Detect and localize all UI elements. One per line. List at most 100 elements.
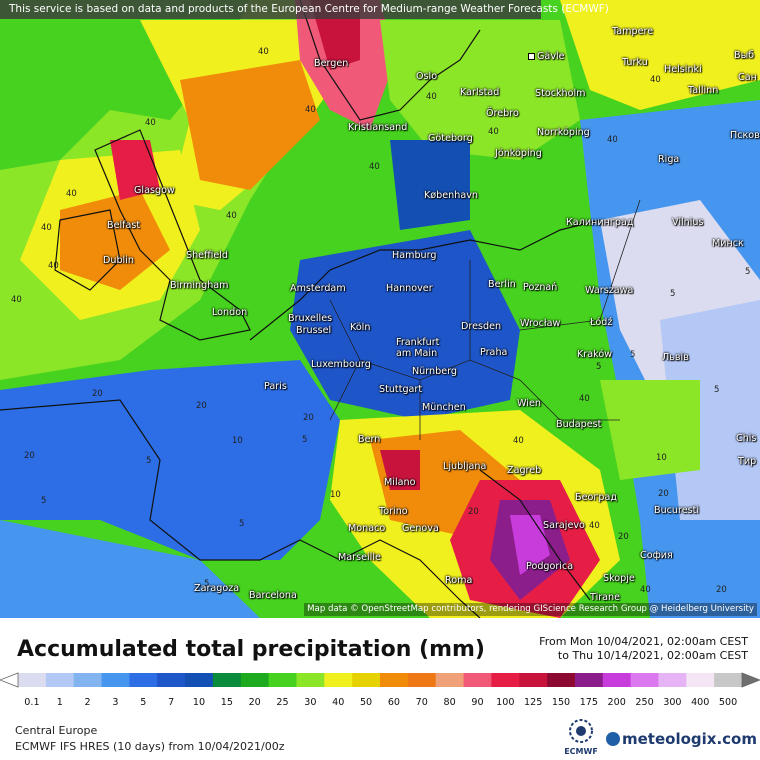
ecmwf-logo-text: ECMWF xyxy=(564,747,598,756)
coastline-italy xyxy=(339,539,481,618)
city-name: Београд xyxy=(575,492,617,503)
city-name: Jönköping xyxy=(495,148,542,159)
city-name: Kraków xyxy=(577,349,613,360)
city-name: Örebro xyxy=(486,108,519,119)
color-scale-label: 300 xyxy=(663,697,682,708)
scale-arrow-right-icon xyxy=(741,672,760,688)
city-name: Tallinn xyxy=(688,85,719,96)
city-name: Skopje xyxy=(603,573,635,584)
contour-label: 5 xyxy=(41,496,47,506)
color-scale-label: 250 xyxy=(635,697,654,708)
contour-label: 40 xyxy=(145,118,156,128)
city-name: Amsterdam xyxy=(290,283,346,294)
color-scale-cell xyxy=(45,673,75,687)
color-scale-label: 0.1 xyxy=(24,697,40,708)
precipitation-map[interactable]: This service is based on data and produc… xyxy=(0,0,760,618)
color-scale-label: 60 xyxy=(387,697,401,708)
city-name: Dublin xyxy=(103,255,134,266)
contour-label: 40 xyxy=(258,47,269,57)
city-name: Zagreb xyxy=(507,465,542,476)
color-scale-label: 90 xyxy=(471,697,484,708)
city-name: London xyxy=(212,307,248,318)
precip-area-denmark xyxy=(390,140,470,230)
country-borders xyxy=(329,199,641,440)
city-label: Stuttgart xyxy=(379,384,422,395)
color-scale-label: 40 xyxy=(332,697,345,708)
precip-area-finland xyxy=(560,0,760,110)
contour-label: 10 xyxy=(656,453,667,463)
color-scale xyxy=(0,672,760,688)
color-scale-label: 7 xyxy=(168,697,175,708)
color-scale-cell xyxy=(435,673,465,687)
contour-label: 40 xyxy=(66,189,77,199)
contour-label: 5 xyxy=(146,456,152,466)
date-range: From Mon 10/04/2021, 02:00am CEST to Thu… xyxy=(539,635,748,663)
city-label: Vilnius xyxy=(672,217,704,228)
city-label: München xyxy=(422,402,466,413)
city-name: Torino xyxy=(379,506,408,517)
city-label: Stockholm xyxy=(535,88,586,99)
city-label: Podgorica xyxy=(526,561,573,572)
city-label: Ljubljana xyxy=(443,461,486,472)
contour-label: 40 xyxy=(41,223,52,233)
city-name: Poznań xyxy=(523,282,558,293)
color-scale-label: 80 xyxy=(443,697,456,708)
contour-label: 40 xyxy=(426,92,437,102)
city-label: Luxembourg xyxy=(311,359,371,370)
meteologix-logo[interactable]: meteologix.com xyxy=(606,730,757,748)
color-scale-cell xyxy=(18,673,47,687)
color-scale-label: 3 xyxy=(112,697,119,708)
color-scale-cell xyxy=(157,673,186,687)
city-label: Barcelona xyxy=(249,590,297,601)
city-name: Wrocław xyxy=(520,318,561,329)
city-name: Bern xyxy=(358,434,381,445)
ecmwf-logo[interactable]: ECMWF xyxy=(562,717,600,757)
city-name: Norrköping xyxy=(537,127,590,138)
contour-label: 5 xyxy=(670,289,676,299)
city-label: Dublin xyxy=(103,255,134,266)
color-scale-cell xyxy=(296,673,325,687)
city-label: Norrköping xyxy=(537,127,590,138)
city-label: Wrocław xyxy=(520,318,560,329)
map-attribution[interactable]: Map data © OpenStreetMap contributors, r… xyxy=(304,603,757,616)
color-scale-label: 20 xyxy=(248,697,261,708)
color-scale-cell xyxy=(352,673,381,687)
contour-label: 5 xyxy=(745,267,751,277)
city-label: Helsinki xyxy=(664,64,702,75)
precip-area-romania xyxy=(600,380,700,480)
city-name: Karlstad xyxy=(460,87,500,98)
city-name: Tirane xyxy=(590,592,621,603)
color-scale-label: 30 xyxy=(304,697,317,708)
city-name: Stuttgart xyxy=(379,384,423,395)
city-name: Łódź xyxy=(590,317,613,328)
city-label: Chis xyxy=(736,433,756,444)
city-name: Frankfurt xyxy=(396,337,440,348)
city-name: Milano xyxy=(384,477,416,488)
city-name: Dresden xyxy=(461,321,502,332)
contour-label: 40 xyxy=(48,261,59,271)
city-label: Köln xyxy=(350,322,370,333)
city-name: Podgorica xyxy=(526,561,574,572)
city-name: Kristiansand xyxy=(348,122,408,133)
color-scale-cell xyxy=(491,673,520,687)
city-label: Warszawa xyxy=(585,285,633,296)
city-name: Riga xyxy=(658,154,680,165)
color-scale-cell xyxy=(714,673,743,687)
contour-label: 5 xyxy=(239,519,245,529)
color-scale-cell xyxy=(240,673,270,687)
color-scale-label: 400 xyxy=(691,697,710,708)
color-scale-cell xyxy=(268,673,297,687)
city-name: Выб xyxy=(734,50,755,61)
ecmwf-logo-icon xyxy=(569,719,593,743)
city-name: Bruxelles xyxy=(288,313,333,324)
color-scale-cell xyxy=(519,673,548,687)
region-name: Central Europe xyxy=(15,724,98,737)
city-label: Roma xyxy=(445,575,472,586)
city-label: Dresden xyxy=(461,321,501,332)
city-name: Praha xyxy=(480,347,508,358)
precip-area-north-sea-orange xyxy=(180,60,320,190)
contour-label: 5 xyxy=(714,385,720,395)
city-label: Karlstad xyxy=(460,87,499,98)
city-label: Wien xyxy=(517,398,541,409)
city-label: Bergen xyxy=(314,58,348,69)
